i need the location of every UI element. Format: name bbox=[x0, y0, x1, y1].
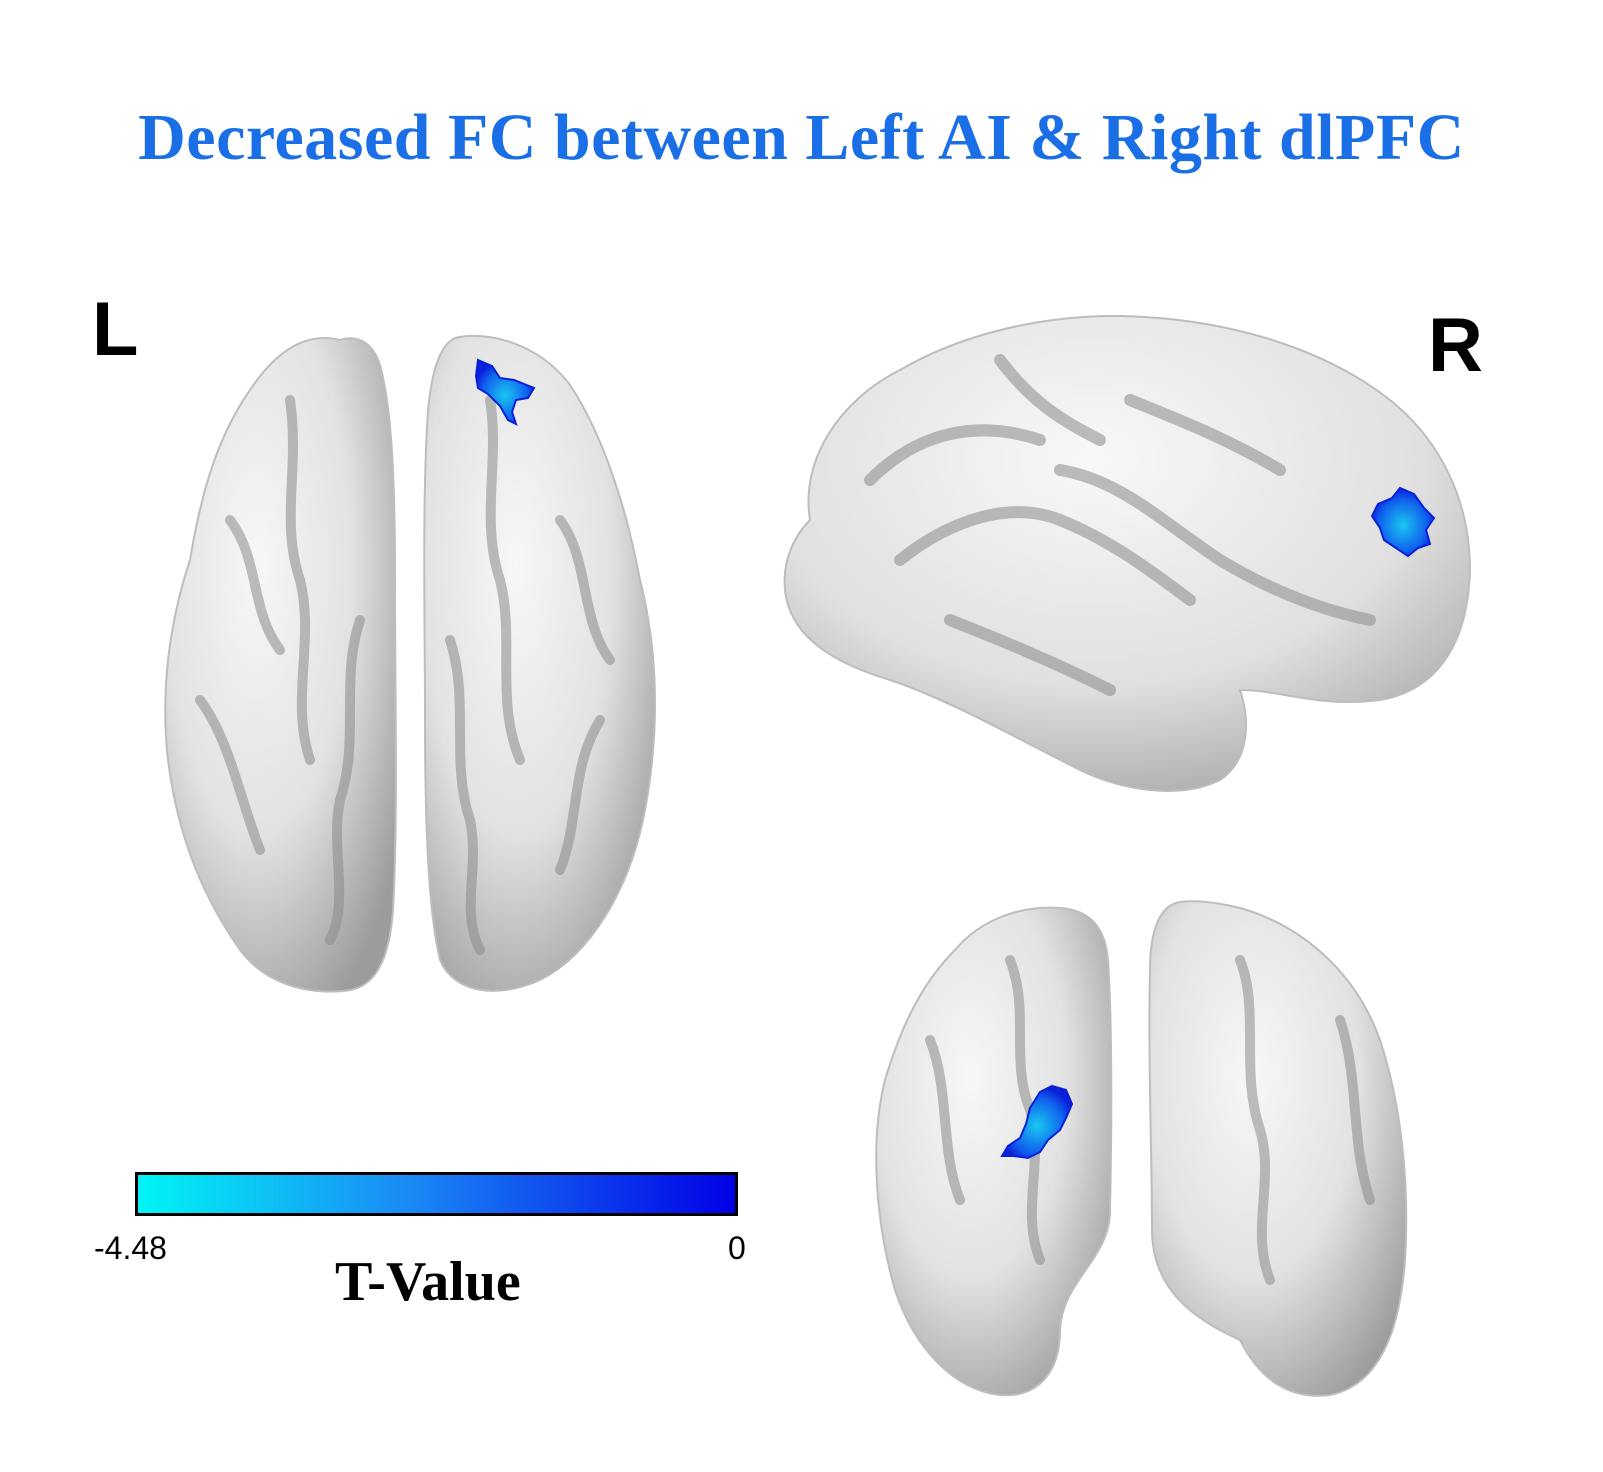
axial-right-hemisphere bbox=[423, 334, 657, 992]
left-hemisphere-label: L bbox=[92, 287, 139, 372]
colorbar bbox=[135, 1172, 738, 1216]
axial-left-hemisphere bbox=[164, 337, 397, 993]
axial-cluster bbox=[474, 358, 536, 426]
coronal-left-hemisphere bbox=[875, 906, 1113, 1397]
axial-view bbox=[164, 334, 657, 993]
colorbar-title: T-Value bbox=[335, 1251, 521, 1313]
figure-title: Decreased FC between Left AI & Right dlP… bbox=[138, 101, 1465, 174]
lateral-cluster bbox=[1370, 486, 1436, 558]
colorbar-max-label: 0 bbox=[728, 1230, 746, 1266]
coronal-right-hemisphere bbox=[1148, 900, 1408, 1397]
colorbar-min-label: -4.48 bbox=[94, 1230, 167, 1266]
coronal-cluster bbox=[1000, 1084, 1074, 1160]
lateral-view bbox=[783, 314, 1472, 792]
right-hemisphere-label: R bbox=[1428, 303, 1483, 388]
coronal-view bbox=[875, 900, 1408, 1397]
